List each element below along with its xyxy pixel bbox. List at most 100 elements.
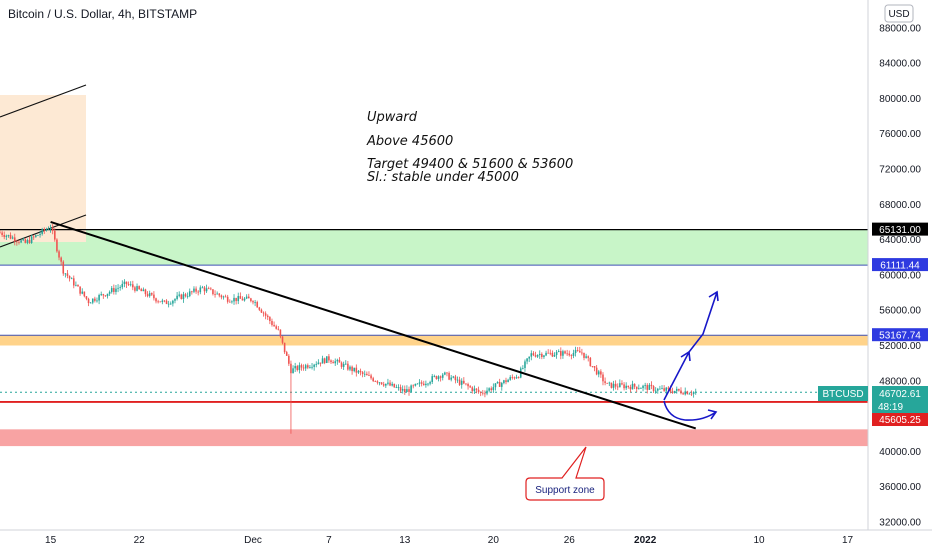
candle-body	[108, 291, 111, 294]
candle-body	[258, 307, 261, 310]
candle-body	[600, 371, 602, 375]
candle-body	[452, 376, 455, 378]
candle-body	[136, 286, 138, 291]
support-zone-callout[interactable]: Support zone	[525, 446, 605, 501]
candle-body	[334, 361, 337, 364]
candle-body	[498, 381, 501, 387]
candle-body	[3, 235, 6, 237]
candle-body	[307, 365, 309, 368]
candle-body	[671, 391, 674, 393]
candle-body	[467, 384, 469, 387]
last-price-label: 46702.61 48:19	[872, 386, 928, 413]
price-tick-label: 36000.00	[879, 482, 921, 493]
candle-body	[410, 385, 412, 392]
candle-body	[694, 391, 697, 393]
candle-body	[41, 229, 43, 234]
candle-body	[500, 383, 503, 387]
candle-body	[688, 393, 691, 395]
candle-body	[545, 352, 547, 356]
candle-body	[444, 372, 446, 375]
arrow-up-long-head	[708, 290, 719, 302]
candle-body	[543, 355, 545, 357]
candle-body	[479, 392, 482, 393]
candle-body	[294, 366, 296, 369]
price-tick-label: 88000.00	[879, 23, 921, 34]
price-axis[interactable]	[868, 0, 932, 550]
candle-body	[247, 296, 250, 299]
candle-body	[51, 227, 54, 231]
candle-body	[47, 229, 50, 231]
candle-body	[629, 387, 632, 390]
candle-body	[7, 235, 10, 236]
candle-body	[446, 372, 448, 374]
candle-body	[484, 393, 486, 395]
candle-body	[254, 302, 256, 303]
candle-body	[140, 289, 143, 292]
candle-body	[328, 356, 330, 361]
candle-body	[199, 287, 202, 293]
candle-body	[18, 241, 20, 243]
candle-body	[262, 312, 265, 314]
candle-body	[412, 385, 415, 387]
candle-body	[682, 393, 684, 395]
candle-body	[91, 298, 94, 303]
candle-body	[665, 387, 668, 391]
candle-body	[87, 298, 90, 304]
descending-trendline[interactable]	[50, 220, 697, 430]
candle-body	[159, 301, 162, 303]
candle-body	[585, 356, 587, 358]
candle-body	[355, 367, 358, 373]
candle-body	[401, 389, 404, 391]
candle-body	[104, 295, 107, 297]
channel-upper-line	[0, 84, 87, 118]
candle-body	[117, 287, 119, 289]
candle-body	[30, 236, 33, 243]
candle-body	[285, 352, 288, 356]
candle-body	[313, 364, 315, 367]
time-axis[interactable]: 15 22 Dec 7 13 20 26 2022 10 17	[45, 535, 854, 546]
candle-body	[273, 324, 275, 327]
candle-body	[644, 385, 646, 386]
candle-body	[454, 376, 457, 381]
candle-body	[547, 352, 549, 354]
candle-body	[43, 229, 46, 231]
usd-button[interactable]: USD	[884, 4, 914, 23]
candle-body	[300, 365, 303, 368]
candle-body	[359, 370, 362, 373]
candle-body	[16, 241, 18, 243]
time-tick-label: 7	[326, 535, 332, 546]
candle-body	[205, 288, 208, 292]
candle-body	[385, 383, 387, 386]
candle-body	[425, 383, 427, 386]
candle-body	[631, 383, 634, 390]
price-tick-label: 76000.00	[879, 129, 921, 140]
candle-body	[549, 352, 552, 354]
candle-body	[11, 237, 14, 239]
candle-body	[210, 288, 212, 290]
svg-text:46702.61: 46702.61	[879, 389, 921, 400]
candle-body	[35, 235, 37, 237]
note-line-1: Upward	[367, 110, 418, 125]
candle-body	[180, 294, 183, 300]
svg-text:48:19: 48:19	[878, 402, 903, 413]
note-line-4: Sl.: stable under 45000	[367, 170, 519, 185]
candle-body	[657, 388, 659, 391]
candle-body	[60, 257, 62, 262]
candle-body	[323, 358, 326, 363]
candle-body	[450, 377, 452, 380]
price-label-mid: 61111.44	[872, 258, 928, 272]
candle-body	[22, 239, 24, 241]
candle-body	[224, 296, 227, 298]
candle-body	[144, 289, 147, 295]
candle-body	[374, 381, 377, 382]
candle-body	[610, 382, 613, 388]
candle-body	[0, 232, 1, 234]
candle-body	[172, 300, 174, 304]
candle-body	[32, 236, 35, 238]
candle-body	[220, 295, 223, 298]
candle-body	[319, 362, 322, 364]
candle-body	[45, 229, 48, 231]
candle-body	[416, 383, 419, 385]
candle-body	[235, 297, 237, 302]
